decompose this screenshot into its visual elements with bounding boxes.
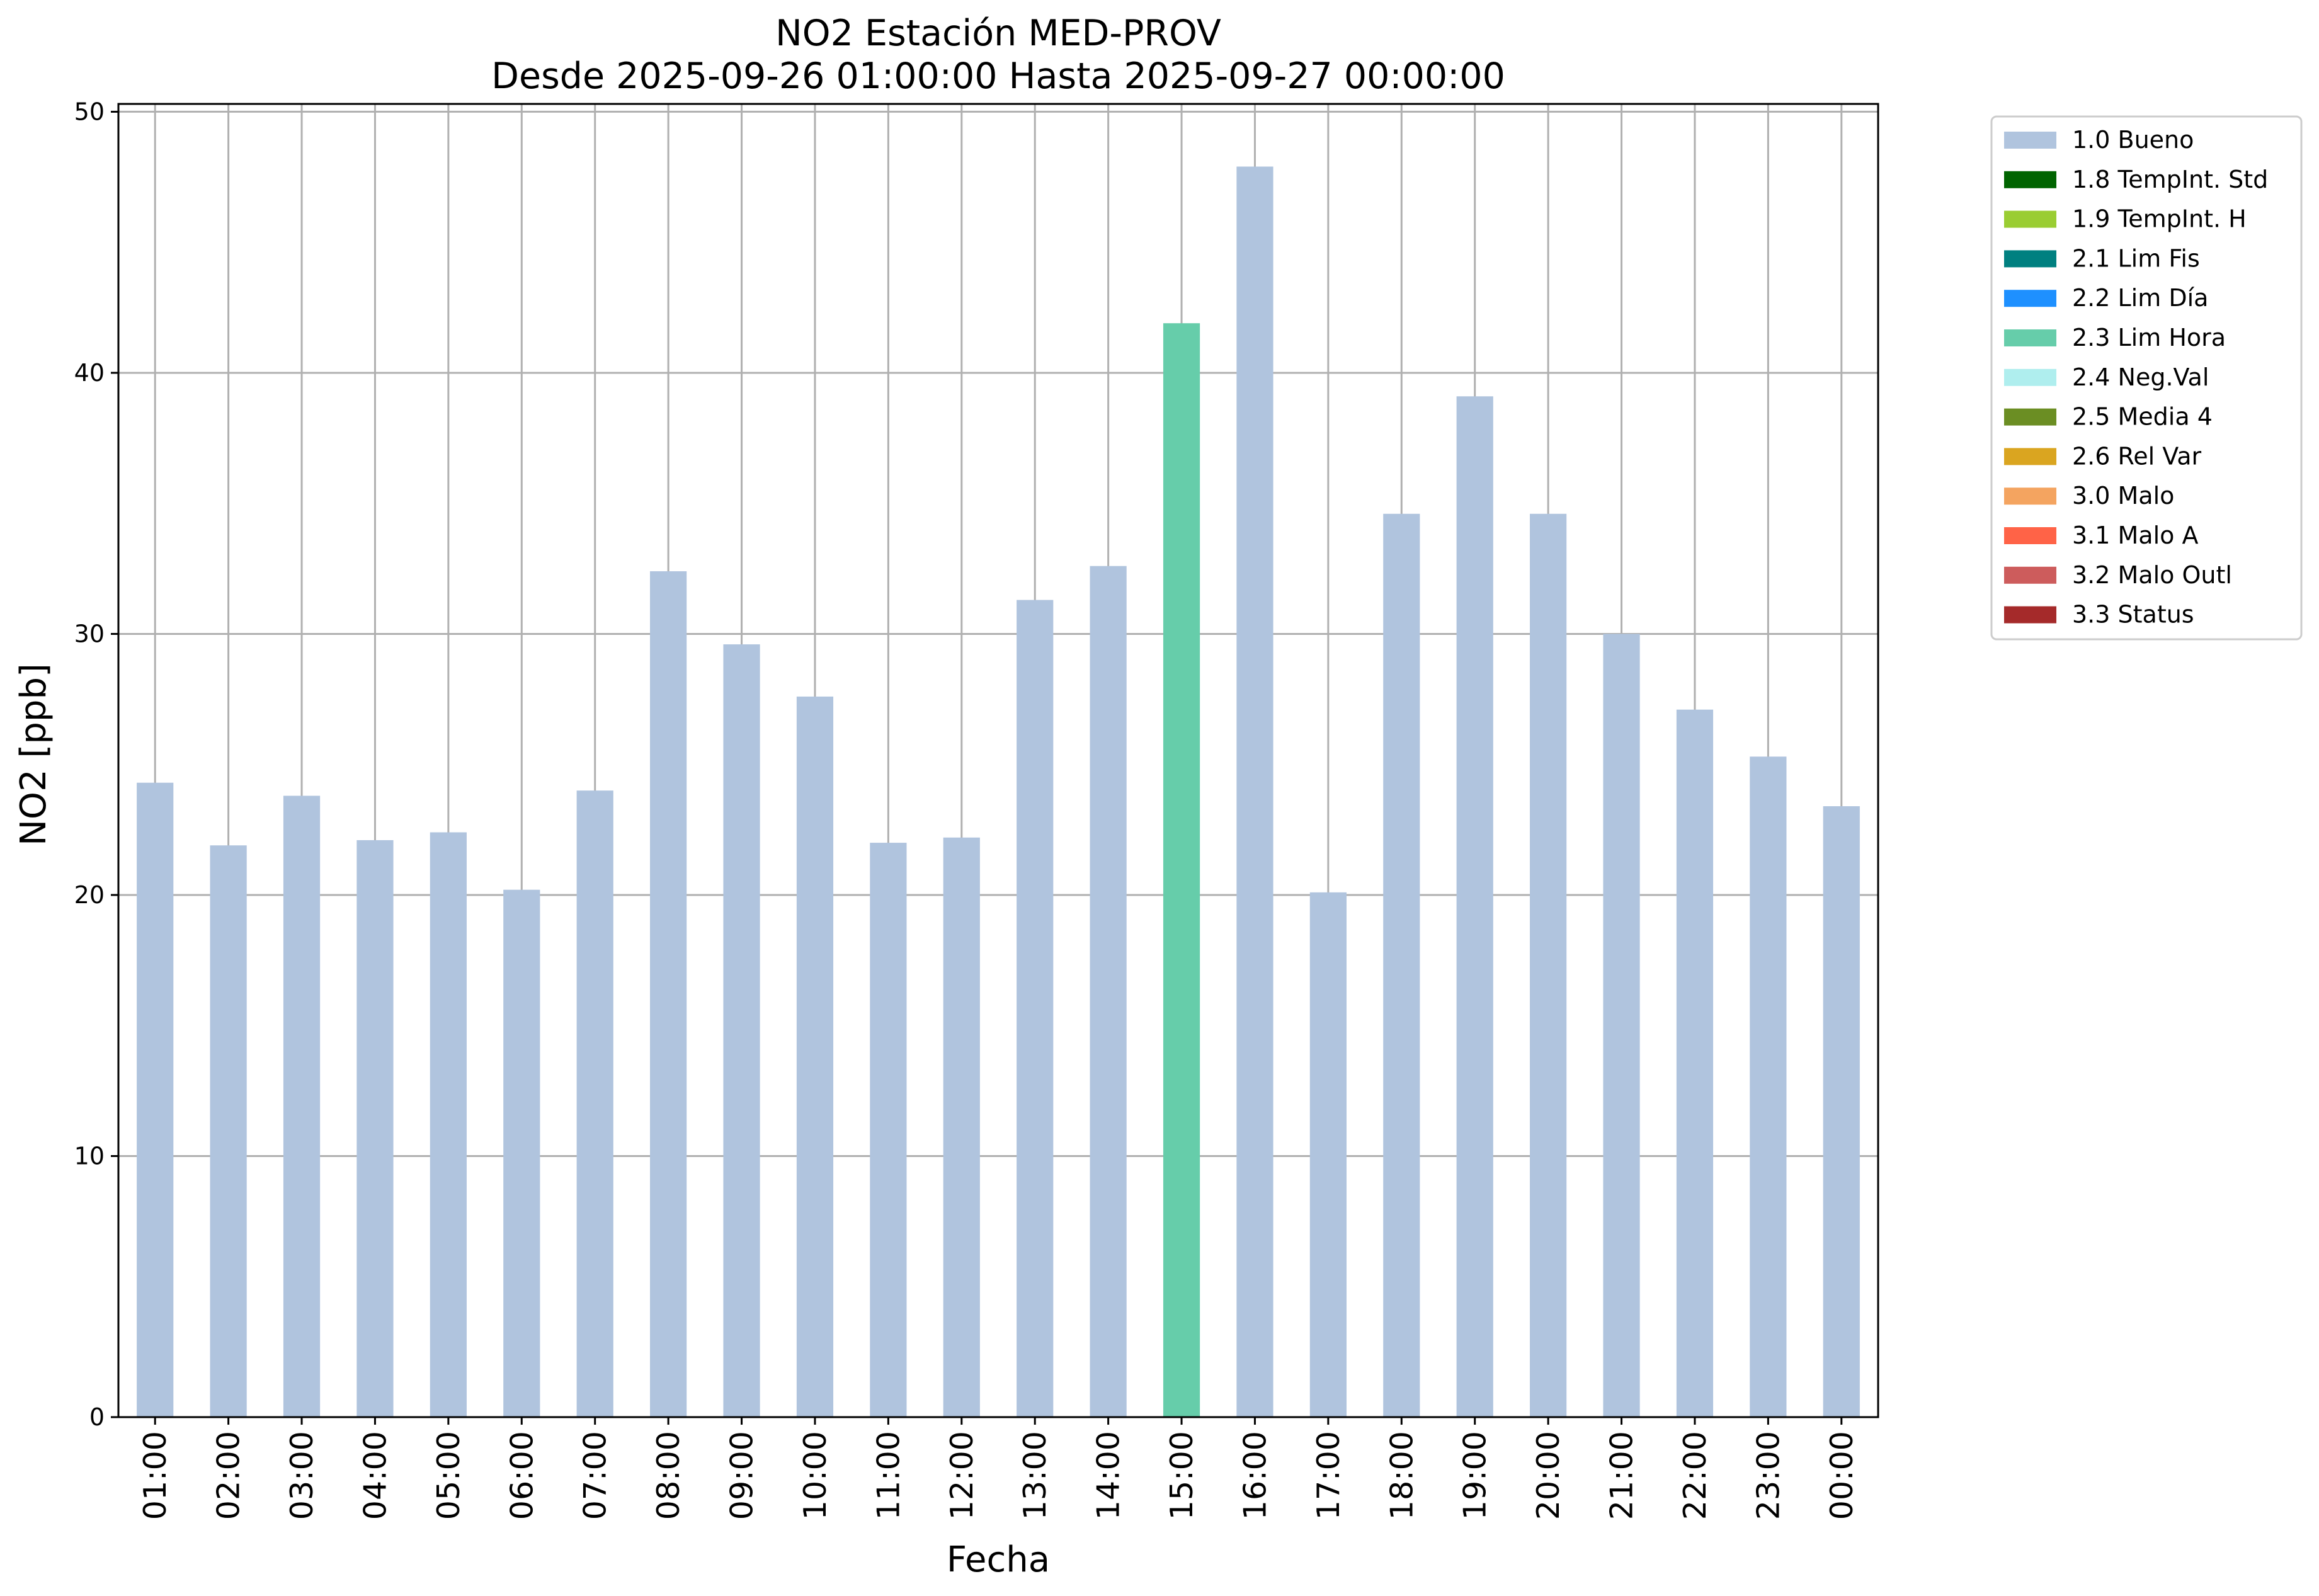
x-tick-label-21: 22:00 [1677, 1431, 1713, 1520]
legend-label-2: 1.9 TempInt. H [2072, 205, 2247, 233]
x-tick-label-11: 12:00 [944, 1431, 980, 1520]
bar-1700 [1309, 892, 1347, 1417]
x-tick-label-15: 16:00 [1237, 1431, 1273, 1520]
x-tick-label-22: 23:00 [1750, 1431, 1786, 1520]
legend-label-1: 1.8 TempInt. Std [2072, 166, 2268, 193]
x-tick-label-7: 08:00 [651, 1431, 687, 1520]
x-tick-label-6: 07:00 [578, 1431, 613, 1520]
legend: 1.0 Bueno 1.8 TempInt. Std 1.9 TempInt. H 2… [1990, 115, 2303, 641]
legend-label-0: 1.0 Bueno [2072, 126, 2194, 154]
bar-0900 [723, 644, 760, 1417]
y-tick-label-3: 30 [74, 620, 105, 647]
bar-0300 [283, 795, 321, 1417]
x-tick-label-20: 21:00 [1604, 1431, 1640, 1520]
bar-0200 [210, 845, 247, 1417]
bar-2000 [1530, 513, 1567, 1417]
x-axis-ticks: 01:00 02:00 03:00 04:00 05:00 06:00 07:00 08:00… [137, 1417, 1860, 1520]
bar-1600 [1236, 166, 1273, 1417]
bar-0100 [137, 782, 174, 1417]
x-tick-label-2: 03:00 [284, 1431, 320, 1520]
x-tick-label-19: 20:00 [1530, 1431, 1566, 1520]
legend-label-4: 2.2 Lim Día [2072, 284, 2208, 312]
bar-2100 [1603, 634, 1640, 1418]
bar-1900 [1456, 396, 1493, 1418]
x-tick-label-17: 18:00 [1384, 1431, 1420, 1520]
legend-label-10: 3.1 Malo A [2072, 522, 2198, 549]
x-tick-label-3: 04:00 [357, 1431, 393, 1520]
legend-swatch-7 [2004, 408, 2056, 426]
bar-2300 [1750, 756, 1787, 1417]
legend-items: 1.0 Bueno 1.8 TempInt. Std 1.9 TempInt. H 2… [2004, 126, 2268, 629]
legend-swatch-6 [2004, 368, 2056, 386]
legend-swatch-3 [2004, 250, 2056, 268]
legend-swatch-9 [2004, 487, 2056, 505]
y-axis-label: NO2 [ppb] [13, 663, 54, 846]
legend-swatch-12 [2004, 606, 2056, 624]
bars [137, 166, 1860, 1418]
legend-swatch-1 [2004, 171, 2056, 188]
y-tick-label-1: 10 [74, 1142, 105, 1170]
bar-0500 [430, 832, 467, 1417]
bar-1400 [1090, 566, 1127, 1417]
x-tick-label-16: 17:00 [1311, 1431, 1347, 1520]
bar-2200 [1676, 709, 1714, 1417]
plot-frame [117, 103, 1879, 1418]
y-tick-label-4: 40 [74, 359, 105, 387]
legend-swatch-0 [2004, 132, 2056, 149]
chart-subtitle: Desde 2025-09-26 01:00:00 Hasta 2025-09-… [491, 55, 1505, 97]
y-tick-label-0: 0 [89, 1403, 105, 1431]
legend-label-3: 2.1 Lim Fis [2072, 244, 2200, 272]
legend-swatch-4 [2004, 290, 2056, 307]
legend-label-6: 2.4 Neg.Val [2072, 363, 2209, 391]
legend-swatch-5 [2004, 329, 2056, 346]
legend-swatch-8 [2004, 448, 2056, 465]
bar-0400 [356, 840, 394, 1417]
legend-label-8: 2.6 Rel Var [2072, 442, 2202, 470]
legend-swatch-2 [2004, 210, 2056, 228]
y-tick-label-5: 50 [74, 98, 105, 125]
legend-label-9: 3.0 Malo [2072, 482, 2174, 510]
bar-0000 [1823, 806, 1860, 1417]
y-axis-ticks: 0 10 20 30 40 50 [74, 98, 118, 1431]
x-tick-label-0: 01:00 [137, 1431, 173, 1520]
bar-0700 [576, 790, 613, 1417]
x-tick-label-5: 06:00 [504, 1431, 540, 1520]
bar-1000 [796, 696, 834, 1417]
bar-0600 [503, 889, 540, 1417]
x-tick-label-9: 10:00 [797, 1431, 833, 1520]
x-tick-label-14: 15:00 [1164, 1431, 1200, 1520]
legend-label-11: 3.2 Malo Outl [2072, 561, 2232, 589]
x-tick-label-8: 09:00 [724, 1431, 760, 1520]
chart-title: NO2 Estación MED-PROV [775, 13, 1221, 54]
x-axis-label: Fecha [947, 1539, 1050, 1580]
x-tick-label-1: 02:00 [211, 1431, 247, 1520]
bar-1100 [870, 843, 907, 1417]
bar-1200 [943, 837, 980, 1417]
legend-swatch-11 [2004, 566, 2056, 584]
legend-label-7: 2.5 Media 4 [2072, 403, 2213, 431]
x-tick-label-4: 05:00 [431, 1431, 467, 1520]
bar-0800 [650, 571, 687, 1417]
legend-box [1990, 115, 2303, 641]
bar-1500 [1163, 323, 1200, 1417]
bar-1300 [1017, 600, 1054, 1418]
x-tick-label-12: 13:00 [1017, 1431, 1053, 1520]
legend-label-5: 2.3 Lim Hora [2072, 324, 2226, 351]
y-tick-label-2: 20 [74, 881, 105, 909]
bar-1800 [1383, 513, 1420, 1417]
x-tick-label-18: 19:00 [1457, 1431, 1493, 1520]
x-tick-label-23: 00:00 [1824, 1431, 1860, 1520]
legend-label-12: 3.3 Status [2072, 601, 2194, 629]
x-tick-label-10: 11:00 [870, 1431, 906, 1520]
legend-swatch-10 [2004, 527, 2056, 544]
x-tick-label-13: 14:00 [1091, 1431, 1127, 1520]
